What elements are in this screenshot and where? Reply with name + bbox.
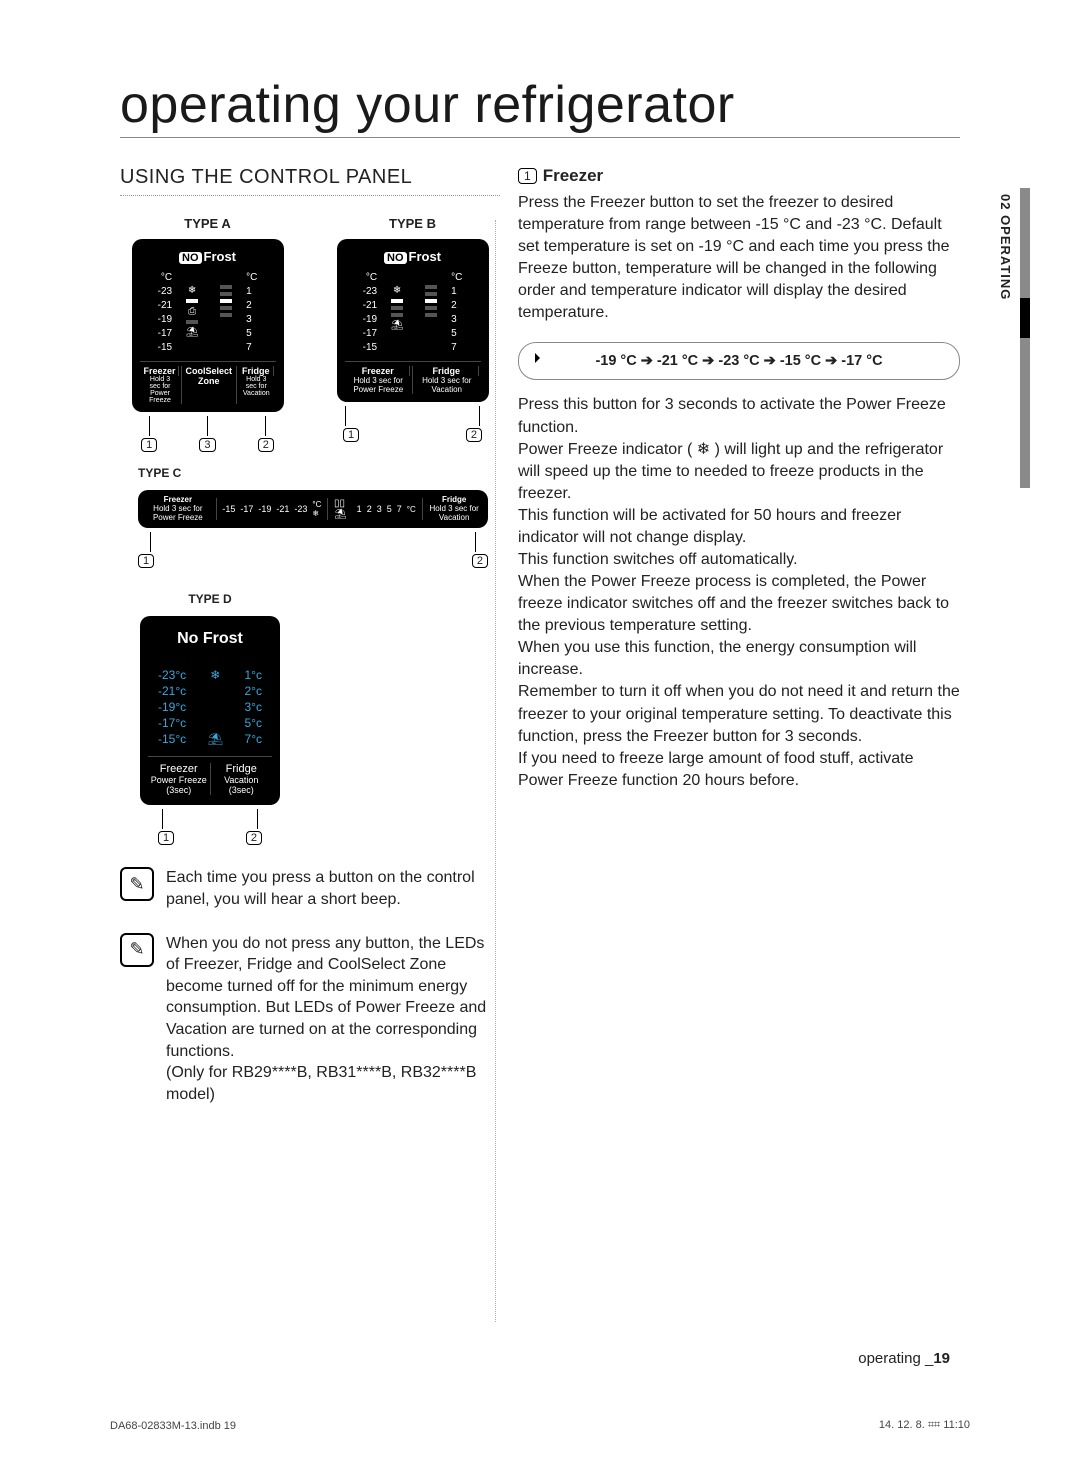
right-column: 1 Freezer Press the Freezer button to se… (518, 166, 960, 1105)
type-a-callouts: 1 3 2 (120, 438, 295, 452)
temp-grid: °C -23 -21 -19 -17 -15 ❄ (140, 272, 276, 353)
panel-row-ab: TYPE A NOFrost °C -23 -21 -19 -17 (120, 216, 500, 452)
footer-doc-id: DA68-02833M-13.indb 19 (110, 1420, 236, 1432)
type-b-label: TYPE B (325, 216, 500, 231)
type-b-buttons: FreezerHold 3 sec for Power Freeze Fridg… (345, 361, 481, 394)
note-2-text: When you do not press any button, the LE… (166, 933, 500, 1106)
type-a-panel: NOFrost °C -23 -21 -19 -17 -15 (132, 239, 284, 412)
type-b-callouts: 1 2 (325, 428, 500, 442)
type-c-callouts: 1 2 (138, 554, 488, 568)
note-2: ✎ When you do not press any button, the … (120, 933, 500, 1106)
left-column: USING THE CONTROL PANEL TYPE A NOFrost °… (120, 166, 500, 1105)
type-c-panel: FreezerHold 3 sec for Power Freeze -15 -… (138, 490, 488, 528)
note-icon: ✎ (120, 867, 154, 901)
sidebar-tab-label: 02 OPERATING (998, 188, 1013, 300)
column-divider (495, 220, 496, 1322)
note-icon: ✎ (120, 933, 154, 967)
heading-text: Freezer (543, 166, 603, 186)
type-c-fridge-temps: 1 2 3 5 7 °C (357, 504, 416, 514)
type-b-panel: NOFrost °C -23 -21 -19 -17 -15 (337, 239, 489, 402)
freezer-heading: 1 Freezer (518, 166, 960, 186)
footer-timestamp: 14. 12. 8. ⌗⌗ 11:10 (879, 1419, 970, 1432)
type-a-block: TYPE A NOFrost °C -23 -21 -19 -17 (120, 216, 295, 452)
freezer-temps: °C -23 -21 -19 -17 -15 (158, 272, 172, 353)
type-d-buttons: FreezerPower Freeze (3sec) FridgeVacatio… (148, 756, 272, 795)
type-b-block: TYPE B NOFrost °C -23 -21 -19 -17 (325, 216, 500, 452)
type-d-panel: No Frost -23°c❄1°c -21°c2°c -19°c3°c -17… (140, 616, 280, 805)
note-1: ✎ Each time you press a button on the co… (120, 867, 500, 910)
type-c-freezer-temps: -15 -17 -19 -21 -23 °C ❄ (222, 500, 321, 518)
type-c-label: TYPE C (138, 466, 500, 480)
sheet: operating your refrigerator USING THE CO… (120, 30, 960, 1105)
type-d-callouts: 1 2 (140, 831, 280, 845)
temp-cycle: -19 °C ➔ -21 °C ➔ -23 °C ➔ -15 °C ➔ -17 … (518, 342, 960, 380)
freezer-para1: Press the Freezer button to set the free… (518, 192, 960, 324)
sidebar-tab: 02 OPERATING (998, 188, 1020, 528)
heading-number: 1 (518, 168, 537, 184)
two-column-layout: USING THE CONTROL PANEL TYPE A NOFrost °… (120, 166, 960, 1105)
section-heading: USING THE CONTROL PANEL (120, 166, 500, 196)
type-d-label: TYPE D (120, 592, 300, 606)
note-1-text: Each time you press a button on the cont… (166, 867, 500, 910)
freezer-para2: Press this button for 3 seconds to activ… (518, 394, 960, 791)
page-footer: operating _19 (858, 1350, 950, 1367)
nofrost-d: No Frost (148, 630, 272, 648)
page: operating your refrigerator USING THE CO… (0, 0, 1080, 1472)
nofrost-logo: NOFrost (140, 249, 276, 264)
page-title: operating your refrigerator (120, 75, 960, 138)
type-a-buttons: FreezerHold 3 sec for Power Freeze CoolS… (140, 361, 276, 404)
type-a-label: TYPE A (120, 216, 295, 231)
fridge-temps: °C 1 2 3 5 7 (246, 272, 257, 353)
segment-indicators: ❄ ⎙ ⛱ (178, 272, 206, 353)
